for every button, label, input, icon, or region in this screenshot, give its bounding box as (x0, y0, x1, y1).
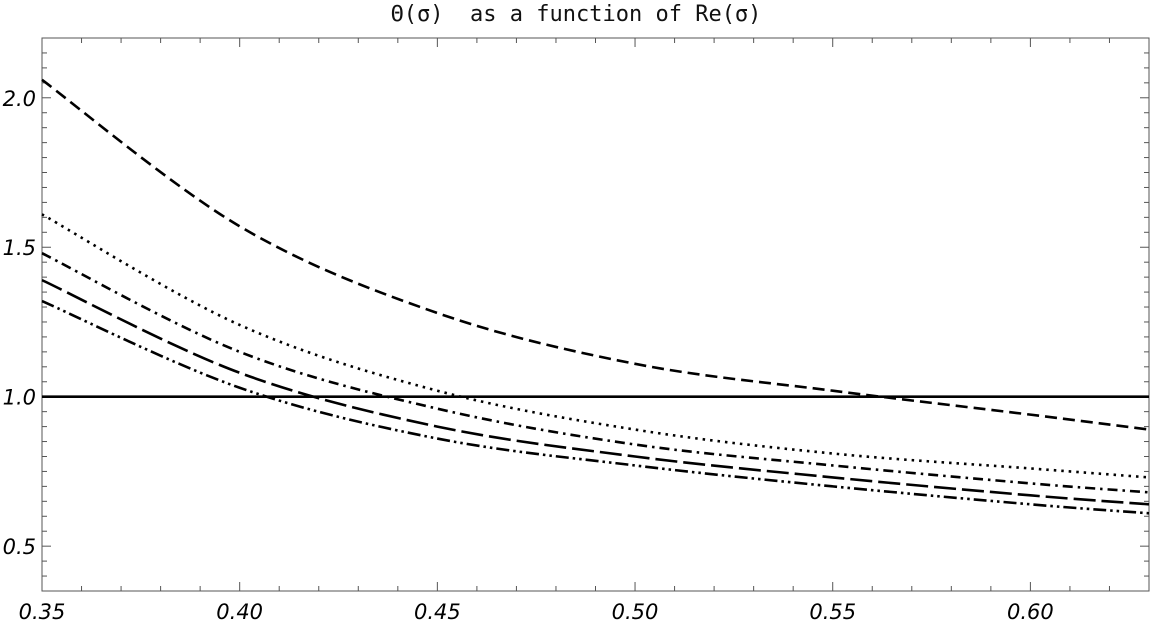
x-tick-label: 0.55 (809, 600, 856, 624)
x-tick-label: 0.35 (19, 600, 66, 624)
x-tick-label: 0.50 (612, 600, 659, 624)
x-tick-label: 0.60 (1007, 600, 1054, 624)
y-tick-label: 2.0 (3, 87, 36, 111)
series-lines (41, 78, 1150, 515)
x-tick-label: 0.40 (216, 600, 263, 624)
x-tick-label: 0.45 (414, 600, 461, 624)
series-line-dash-dot-dot (41, 299, 1150, 515)
chart-title: Θ(σ) as a function of Re(σ) (390, 2, 762, 27)
series-line-dotted (41, 213, 1150, 479)
series-line-long-dash (41, 278, 1150, 506)
y-tick-label: 0.5 (3, 535, 36, 559)
series-line-dash-dot (41, 252, 1150, 494)
x-axis-tick-labels: 0.35 0.40 0.45 0.50 0.55 0.60 (19, 600, 1054, 624)
axis-ticks (41, 37, 1150, 591)
y-tick-label: 1.5 (3, 236, 36, 260)
plot-frame (41, 37, 1150, 592)
y-axis-tick-labels: 0.5 1.0 1.5 2.0 (3, 87, 36, 559)
series-line-dashed (41, 78, 1150, 431)
y-tick-label: 1.0 (3, 386, 36, 410)
